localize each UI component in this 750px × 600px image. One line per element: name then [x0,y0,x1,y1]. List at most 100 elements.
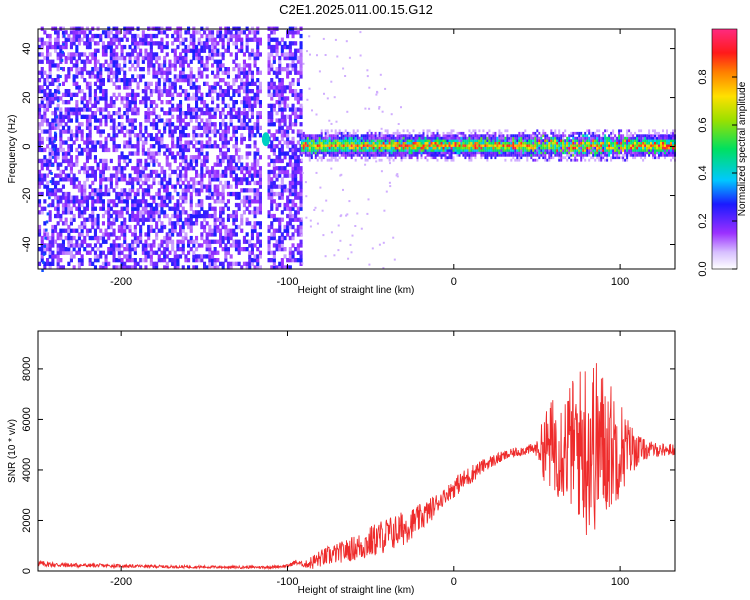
heatmap-cell [112,210,116,215]
heatmap-cell [458,151,461,155]
heatmap-cell [245,111,249,116]
heatmap-cell [184,217,188,222]
heatmap-cell [104,122,108,127]
heatmap-cell [125,180,129,186]
heatmap-cell [229,169,233,175]
heatmap-cell [520,151,523,155]
heatmap-cell [280,129,284,134]
heatmap-cell [168,235,172,241]
heatmap-cell [250,232,254,237]
heatmap-cell [283,173,287,178]
heatmap-cell [408,144,411,147]
heatmap-cell [418,144,421,147]
heatmap-cell [205,155,209,160]
heatmap-cell [344,75,347,77]
heatmap-cell [468,141,471,145]
heatmap-cell [270,224,274,230]
heatmap-cell [96,162,100,167]
heatmap-cell [229,243,233,248]
heatmap-cell [38,122,42,127]
heatmap-cell [410,151,413,155]
heatmap-cell [120,191,124,197]
heatmap-cell [552,131,555,135]
heatmap-cell [128,224,132,230]
heatmap-cell [184,96,188,101]
heatmap-cell [176,243,180,248]
heatmap-cell [382,241,385,244]
heatmap-cell [334,149,337,152]
heatmap-cell [184,125,188,130]
heatmap-cell [253,92,257,97]
heatmap-cell [234,100,238,105]
heatmap-cell [72,180,76,186]
heatmap-cell [278,228,282,233]
heatmap-cell [306,153,309,157]
heatmap-cell [253,258,257,263]
heatmap-cell [43,81,47,86]
heatmap-cell [195,239,199,244]
heatmap-cell [216,239,220,244]
heatmap-cell [200,140,204,145]
heatmap-cell [342,131,345,135]
heatmap-cell [294,118,298,123]
heatmap-cell [408,153,411,157]
heatmap-cell [115,184,119,189]
heatmap-cell [286,258,290,263]
heatmap-cell [318,144,321,147]
heatmap-cell [59,96,63,101]
heatmap-cell [406,141,409,145]
heatmap-cell [157,151,161,156]
heatmap-cell [242,89,246,94]
heatmap-cell [115,37,119,42]
heatmap-cell [432,151,435,155]
heatmap-cell [224,129,228,134]
heatmap-cell [173,125,177,130]
heatmap-cell [540,153,543,157]
heatmap-cell [48,247,52,252]
heatmap-cell [288,158,292,164]
heatmap-cell [526,141,529,145]
heatmap-cell [516,156,519,160]
heatmap-cell [96,70,100,75]
heatmap-cell [48,162,52,167]
heatmap-cell [200,111,204,116]
heatmap-cell [38,199,42,204]
heatmap-cell [93,217,97,222]
heatmap-cell [275,118,279,123]
heatmap-cell [171,103,175,108]
heatmap-cell [131,188,135,193]
heatmap-cell [237,85,241,90]
heatmap-cell [128,92,132,97]
heatmap-cell [272,258,276,263]
heatmap-cell [43,96,47,101]
heatmap-cell [163,265,167,270]
heatmap-cell [171,140,175,145]
heatmap-cell [406,153,409,157]
heatmap-cell [414,134,417,138]
heatmap-cell [267,92,271,97]
heatmap-cell [107,44,111,50]
heatmap-cell [229,136,233,142]
heatmap-cell [176,144,180,149]
heatmap-cell [267,70,271,75]
heatmap-cell [96,221,100,226]
heatmap-cell [245,144,249,149]
heatmap-cell [75,147,79,153]
heatmap-cell [242,63,246,68]
heatmap-cell [40,162,44,167]
heatmap-cell [248,107,252,112]
heatmap-cell [267,213,271,219]
heatmap-cell [155,169,159,175]
heatmap-cell [378,146,381,150]
heatmap-cell [482,139,485,142]
heatmap-cell [59,111,63,116]
heatmap-cell [48,254,52,259]
heatmap-cell [250,74,254,79]
heatmap-cell [208,48,212,53]
heatmap-cell [136,188,140,193]
heatmap-cell [125,114,129,119]
heatmap-cell [420,136,423,140]
heatmap-cell [358,151,361,155]
heatmap-cell [163,70,167,75]
heatmap-cell [112,74,116,79]
